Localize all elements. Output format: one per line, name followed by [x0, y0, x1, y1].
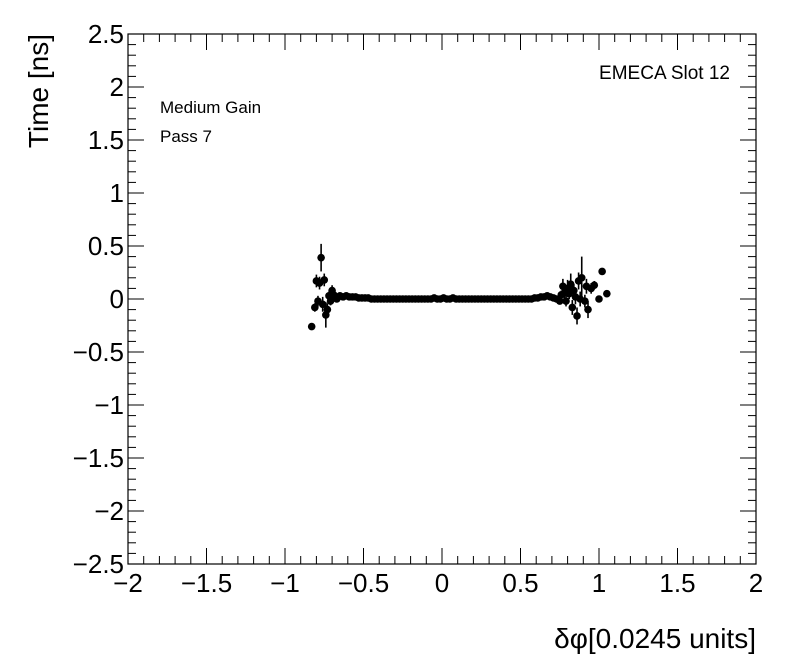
x-tick-label: 0 — [435, 568, 449, 598]
data-point — [317, 253, 325, 262]
data-point — [603, 289, 611, 298]
data-point — [581, 297, 589, 305]
y-tick-label: 1.5 — [88, 125, 124, 155]
slot-annotation: EMECA Slot 12 — [599, 63, 730, 84]
data-point — [590, 281, 599, 290]
data-point — [584, 305, 592, 314]
data-point — [570, 286, 578, 295]
data-point — [318, 300, 327, 309]
x-tick-label: 1.5 — [659, 568, 695, 598]
data-point — [562, 297, 570, 305]
y-tick-label: 0 — [110, 284, 124, 314]
x-tick-label: 0.5 — [502, 568, 538, 598]
y-tick-label: 2 — [110, 72, 124, 102]
data-point — [311, 303, 319, 312]
y-tick-label: −2 — [94, 496, 124, 526]
data-point — [577, 274, 586, 282]
x-tick-label: −0.5 — [338, 568, 389, 598]
y-tick-label: −1 — [94, 390, 124, 420]
data-point — [555, 297, 564, 305]
data-point — [598, 267, 606, 276]
x-tick-label: −1.5 — [181, 568, 232, 598]
y-tick-labels: −2.5 −2 −1.5 −1 −0.5 0 0.5 1 1.5 2 2.5 — [73, 19, 124, 579]
y-tick-label: 2.5 — [88, 19, 124, 49]
y-tick-label: 1 — [110, 178, 124, 208]
gain-annotation: Medium Gain — [160, 98, 261, 117]
y-tick-label: −1.5 — [73, 443, 124, 473]
pass-annotation: Pass 7 — [160, 127, 212, 146]
data-point — [568, 303, 577, 312]
x-tick-label: −2 — [113, 568, 143, 598]
data-point — [595, 295, 603, 303]
data-point — [323, 305, 332, 314]
data-point — [573, 312, 581, 320]
y-tick-label: −0.5 — [73, 337, 124, 367]
data-point — [307, 322, 316, 331]
x-tick-label: −1 — [270, 568, 300, 598]
y-tick-label: −2.5 — [73, 549, 124, 579]
y-axis-title: Time [ns] — [23, 34, 54, 148]
x-axis-title: δφ[0.0245 units] — [554, 623, 756, 654]
data-points — [307, 243, 611, 331]
x-tick-label: 1 — [592, 568, 606, 598]
data-point — [566, 280, 575, 288]
x-tick-labels: −2 −1.5 −1 −0.5 0 0.5 1 1.5 2 — [113, 568, 763, 598]
data-point — [320, 276, 329, 284]
y-tick-label: 0.5 — [88, 231, 124, 261]
x-tick-label: 2 — [749, 568, 763, 598]
axis-ticks — [127, 33, 757, 565]
